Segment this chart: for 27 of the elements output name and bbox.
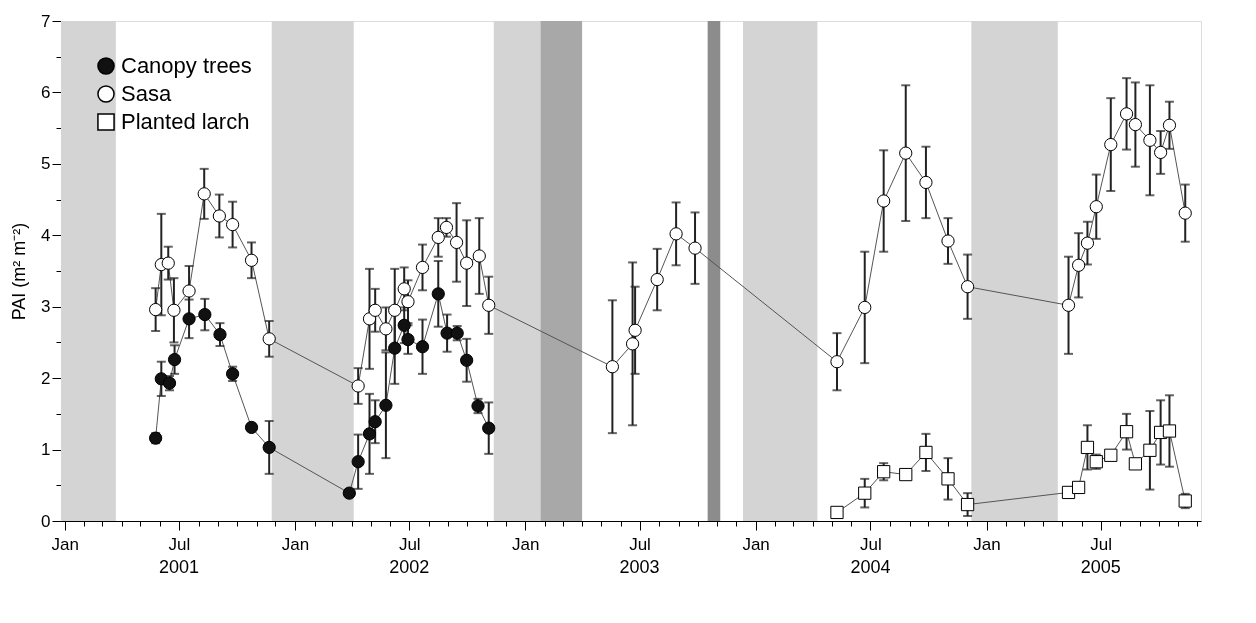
- y-tick-label: 5: [41, 154, 51, 174]
- legend-label: Sasa: [121, 81, 172, 106]
- y-tick-label: 4: [41, 225, 51, 245]
- y-tick-label: 0: [41, 511, 51, 531]
- x-tick-label: Jan: [51, 534, 79, 554]
- x-tick-label: Jan: [742, 534, 770, 554]
- y-tick-label: 1: [41, 440, 51, 460]
- text: 2002: [389, 557, 430, 577]
- x-tick-label: Jan: [281, 534, 310, 554]
- legend-label: Canopy trees: [121, 53, 252, 78]
- x-tick-label: Jul: [168, 534, 191, 554]
- y-axis-title: PAI (m² m⁻²): [9, 222, 30, 321]
- y-tick-label: 3: [41, 297, 51, 317]
- y-tick-label: 7: [41, 11, 51, 31]
- legend-label: Planted larch: [121, 109, 250, 134]
- y-tick-label: 2: [41, 368, 51, 388]
- text: 2003: [619, 557, 660, 577]
- text: 2001: [158, 557, 199, 577]
- x-tick-label: Jan: [512, 534, 540, 554]
- text: 2005: [1080, 557, 1121, 577]
- x-tick-label: Jan: [973, 534, 1001, 554]
- x-tick-label: Jul: [398, 534, 421, 554]
- x-tick-label: Jul: [629, 534, 651, 554]
- x-tick-label: Jul: [860, 534, 882, 554]
- x-tick-label: Jul: [1090, 534, 1113, 554]
- text: 2004: [850, 557, 891, 577]
- y-tick-label: 6: [41, 82, 51, 102]
